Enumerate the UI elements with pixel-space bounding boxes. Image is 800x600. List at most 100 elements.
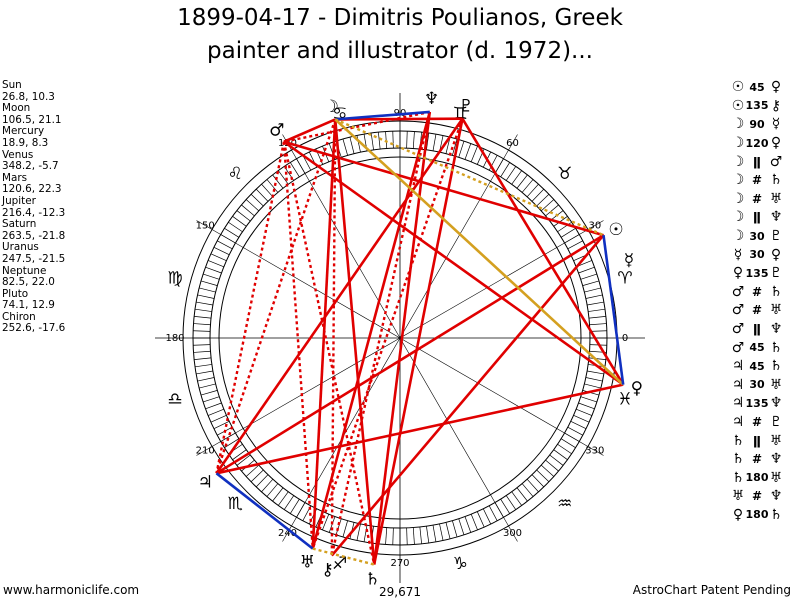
- degree-tick: [516, 487, 528, 502]
- degree-tick: [412, 527, 415, 545]
- aspect-line: [283, 140, 604, 237]
- aspect-planet-1-glyph: ☽: [731, 135, 745, 152]
- degree-tick: [505, 166, 517, 181]
- aspect-line: [282, 141, 376, 565]
- degree-tick: [526, 478, 539, 493]
- degree-tick: [207, 408, 224, 416]
- planet-glyph: ♄: [365, 569, 380, 589]
- aspect-planet-2-glyph: ♆: [769, 488, 783, 505]
- aspect-line: [312, 547, 375, 566]
- degree-tick: [349, 137, 355, 154]
- aspect-row: ☽ # ♄: [731, 171, 799, 190]
- planet-position-list: Sun 26.8, 10.3 Moon 106.5, 21.1 Mercury 18.9,…: [2, 79, 65, 335]
- chart-title: 1899-04-17 - Dimitris Poulianos, Greek p…: [0, 2, 800, 68]
- degree-tick: [272, 487, 284, 502]
- degree-tick: [193, 344, 211, 346]
- degree-tick: [488, 505, 498, 521]
- degree-tick: [576, 408, 593, 416]
- degree-tick: [445, 137, 451, 154]
- degree-tick: [540, 199, 555, 212]
- degree-tick: [585, 294, 603, 299]
- aspect-symbol: ǁ: [753, 210, 761, 225]
- aspect-row: ♄ # ♆: [731, 450, 799, 469]
- degree-tick: [584, 287, 601, 293]
- zodiac-sign-glyph: ♎: [167, 389, 182, 409]
- aspect-line: [311, 118, 464, 550]
- aspect-line: [461, 118, 625, 386]
- degree-tick: [245, 464, 260, 477]
- aspect-line: [335, 110, 430, 121]
- zodiac-sign-glyph: ♑: [453, 554, 468, 574]
- aspect-symbol: #: [751, 173, 763, 188]
- degree-tick: [432, 525, 437, 542]
- aspect-row: ♂ ǁ ♆: [731, 320, 799, 339]
- degree-tick: [210, 414, 227, 423]
- aspect-planet-2-glyph: ♄: [769, 339, 783, 356]
- planet-coords: 348.2, -5.7: [2, 160, 59, 173]
- degree-tick: [439, 523, 444, 541]
- aspect-planet-1-glyph: ☽: [731, 116, 745, 133]
- aspect-planet-2-glyph: ♅: [769, 190, 783, 207]
- degree-tick: [488, 155, 498, 171]
- degree-tick: [236, 210, 251, 222]
- aspect-planet-2-glyph: ♇: [769, 413, 783, 430]
- aspect-symbol: 180: [745, 471, 769, 485]
- aspect-planet-2-glyph: ♅: [769, 432, 783, 449]
- aspect-planet-1-glyph: ☽: [731, 209, 745, 226]
- aspect-symbol: 30: [749, 248, 765, 262]
- degree-tick: [426, 526, 430, 544]
- degree-tick: [194, 308, 212, 312]
- degree-tick: [228, 221, 243, 233]
- degree-tick: [356, 523, 361, 541]
- zodiac-sign-glyph: ♐: [332, 554, 347, 574]
- aspect-planet-2-glyph: ♆: [769, 451, 783, 468]
- degree-label: 150: [196, 221, 215, 232]
- degree-tick: [290, 162, 300, 178]
- degree-label: 210: [196, 446, 215, 457]
- degree-tick: [521, 483, 534, 497]
- planet-glyph: ☿: [624, 251, 634, 271]
- degree-tick: [266, 483, 279, 497]
- aspect-planet-1-glyph: ♄: [731, 451, 745, 468]
- aspect-symbol: #: [751, 452, 763, 467]
- degree-tick: [217, 240, 233, 250]
- degree-tick: [236, 454, 251, 466]
- degree-tick: [521, 179, 534, 193]
- degree-tick: [531, 474, 545, 488]
- degree-tick: [553, 449, 568, 460]
- aspect-planet-1-glyph: ♅: [731, 488, 745, 505]
- degree-tick: [194, 357, 212, 360]
- degree-tick: [207, 260, 224, 268]
- degree-tick: [426, 132, 430, 150]
- footer-website[interactable]: www.harmoniclife.com: [3, 583, 140, 597]
- degree-tick: [584, 383, 601, 389]
- aspect-planet-2-glyph: ♄: [769, 283, 783, 300]
- degree-tick: [511, 170, 522, 185]
- zodiac-sign-glyph: ♉: [557, 164, 572, 184]
- degree-tick: [470, 145, 478, 162]
- aspect-row: ☽ 90 ☿: [731, 115, 799, 134]
- aspect-planet-1-glyph: ♀: [732, 265, 744, 282]
- sign-spoke: [399, 220, 604, 339]
- chart-title-line-1: 1899-04-17 - Dimitris Poulianos, Greek: [177, 5, 623, 31]
- degree-tick: [585, 377, 603, 382]
- degree-tick: [193, 330, 211, 332]
- aspect-row: ♃ 135 ♆: [731, 394, 799, 413]
- degree-tick: [255, 474, 269, 488]
- aspect-line: [215, 234, 605, 475]
- degree-tick: [560, 438, 576, 448]
- aspect-planet-1-glyph: ☽: [731, 190, 745, 207]
- planet-coords: 82.5, 22.0: [2, 276, 55, 289]
- aspect-row: ♀ 180 ♄: [731, 506, 799, 525]
- aspect-symbol: 135: [745, 99, 769, 113]
- aspect-planet-2-glyph: ♅: [769, 376, 783, 393]
- aspect-planet-1-glyph: ♀: [732, 506, 744, 523]
- zodiac-sign-glyph: ♏: [228, 494, 243, 514]
- aspect-planet-2-glyph: ♇: [769, 265, 783, 282]
- aspect-row: ♃ 45 ♄: [731, 357, 799, 376]
- degree-tick: [232, 449, 247, 460]
- degree-tick: [194, 364, 212, 368]
- aspect-line: [215, 472, 314, 550]
- aspect-planet-2-glyph: ♅: [769, 302, 783, 319]
- degree-tick: [516, 174, 528, 189]
